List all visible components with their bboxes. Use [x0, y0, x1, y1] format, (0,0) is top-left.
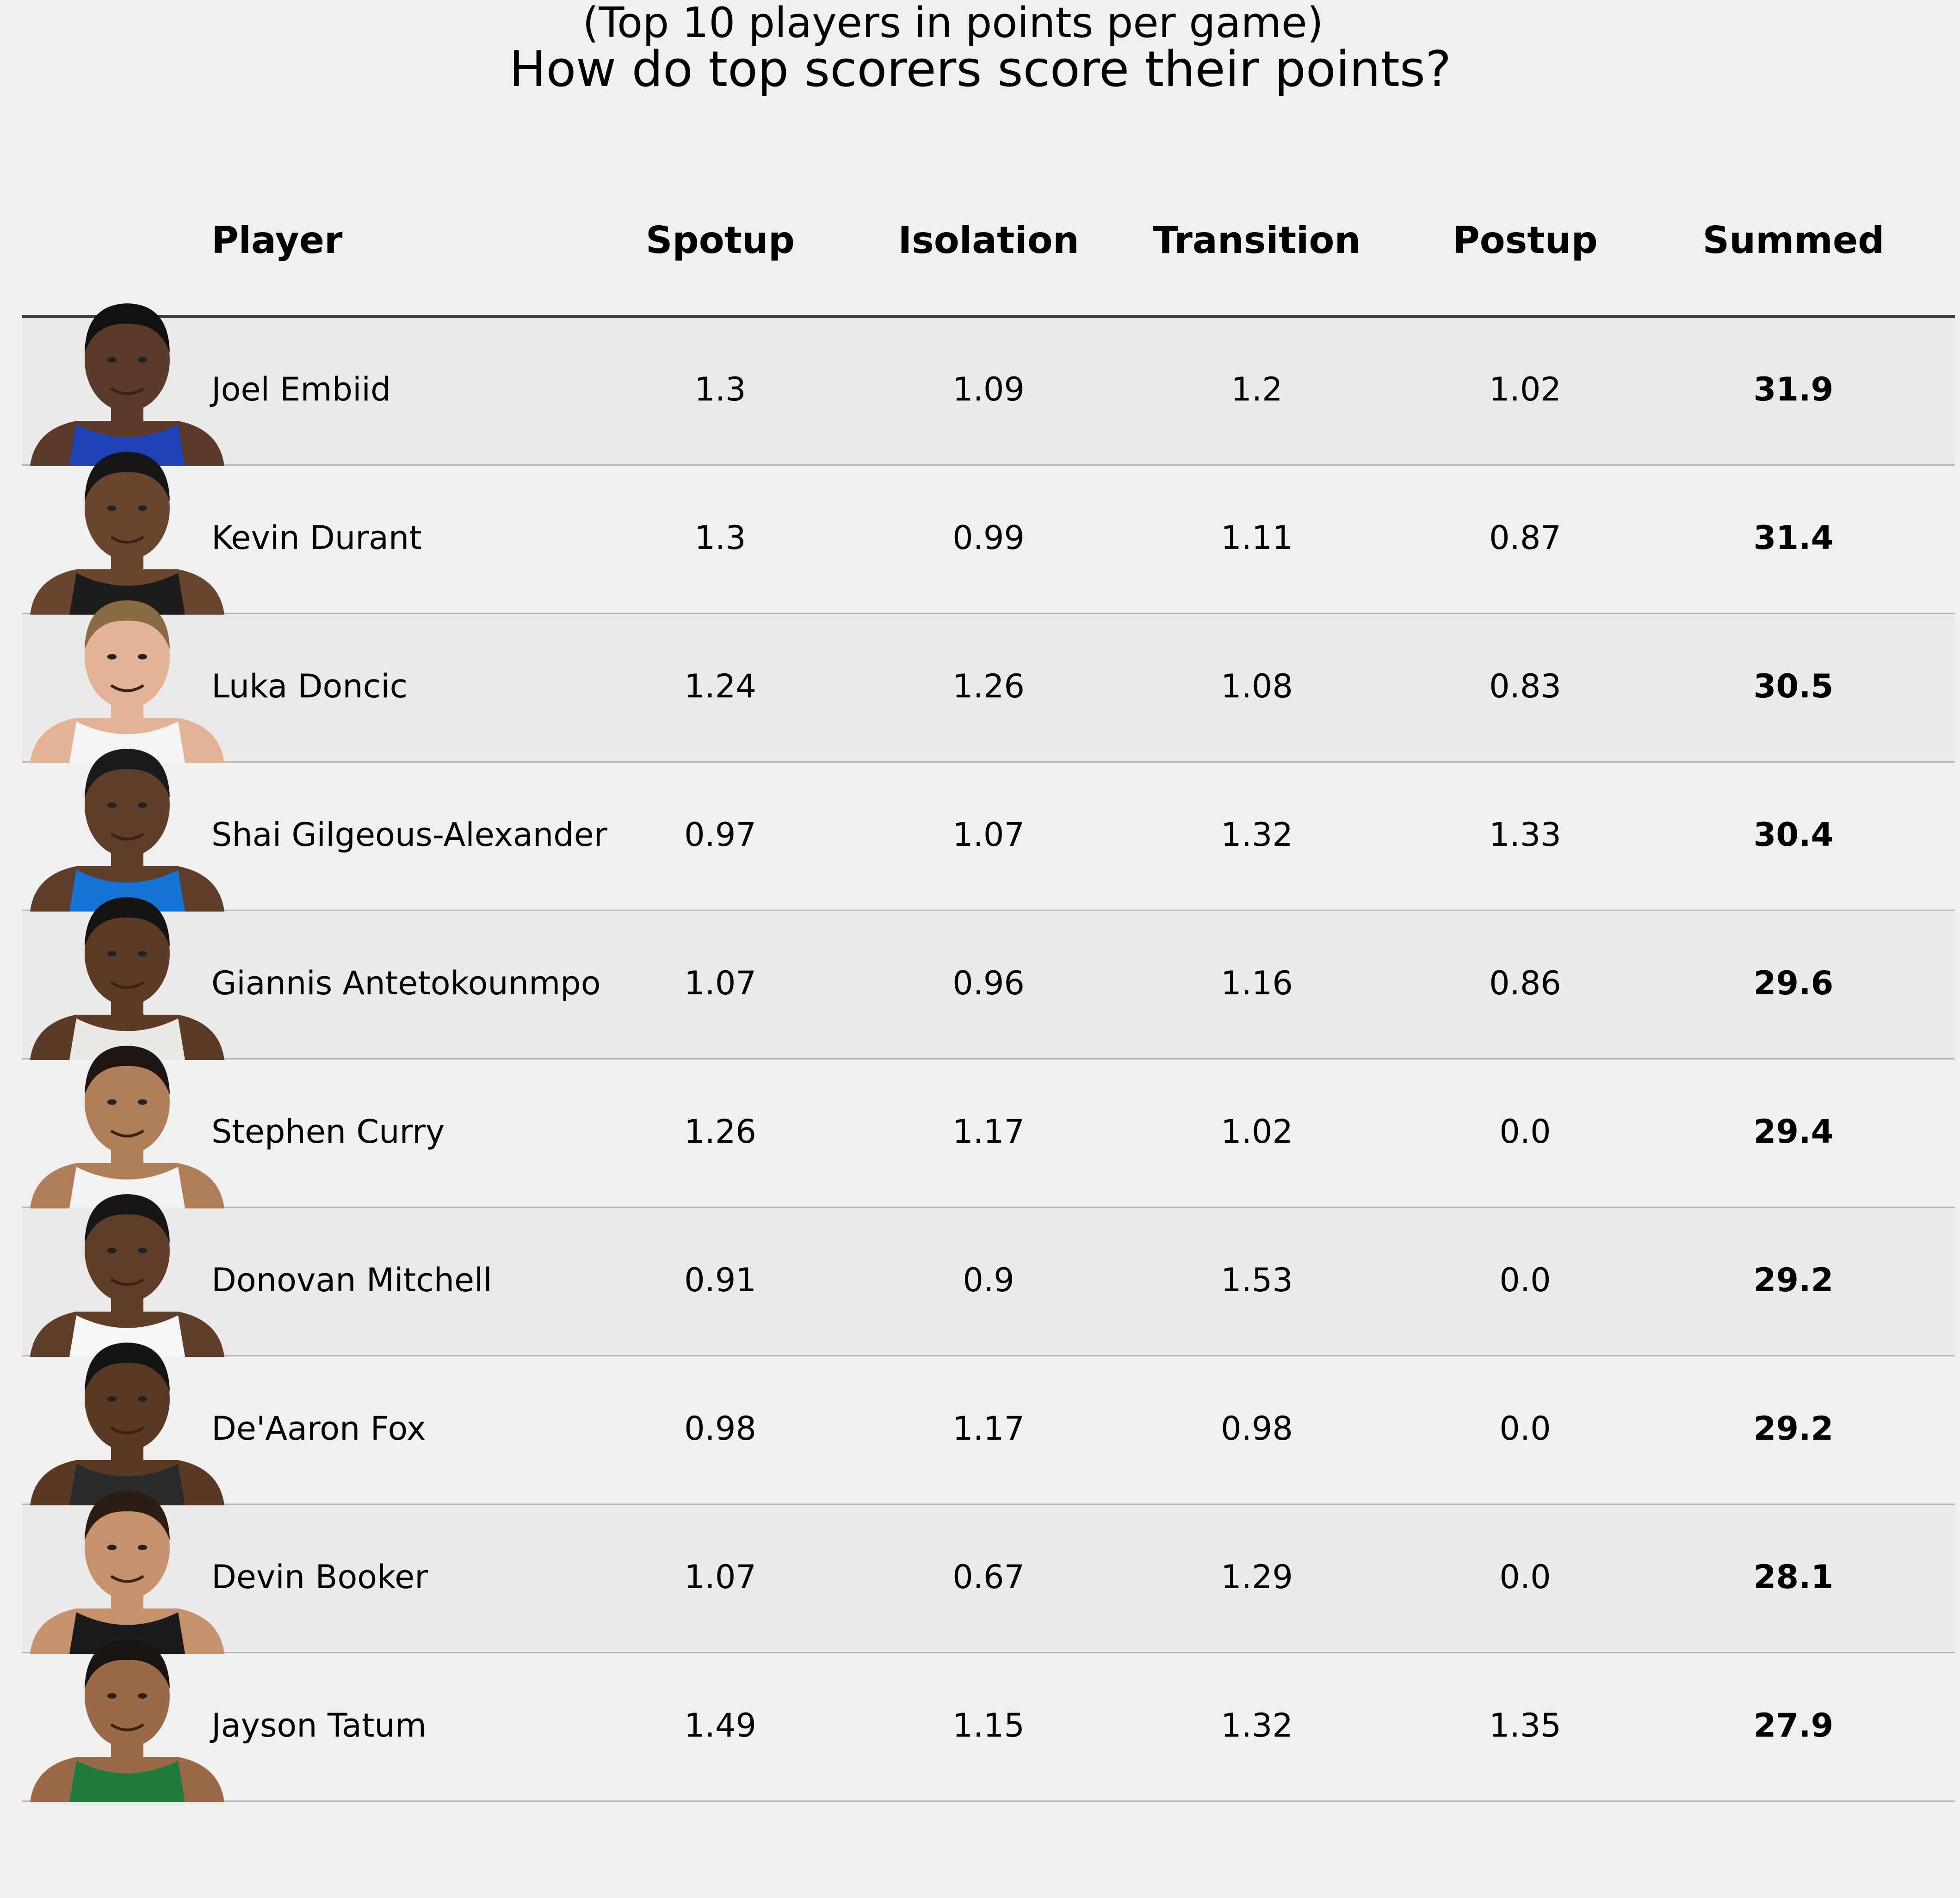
column-header-spotup: Spotup [645, 219, 795, 262]
isolation-value: 1.15 [952, 1707, 1025, 1744]
summed-value: 29.2 [1753, 1261, 1834, 1299]
player-name: Giannis Antetokounmpo [211, 964, 601, 1002]
table-row [22, 318, 1955, 466]
table-row [22, 912, 1955, 1060]
transition-value: 1.32 [1221, 816, 1293, 854]
postup-value: 1.02 [1489, 370, 1561, 408]
player-name: Devin Booker [211, 1558, 428, 1596]
summed-value: 29.4 [1753, 1113, 1834, 1151]
transition-value: 1.32 [1221, 1707, 1293, 1744]
table-row [22, 1505, 1955, 1653]
transition-value: 1.29 [1221, 1558, 1293, 1596]
summed-value: 29.6 [1753, 964, 1834, 1002]
player-name: Shai Gilgeous-Alexander [211, 816, 607, 854]
summed-value: 30.4 [1753, 816, 1834, 854]
column-header-isolation: Isolation [898, 219, 1079, 262]
summed-value: 31.9 [1753, 370, 1834, 408]
table-row [22, 1060, 1955, 1208]
isolation-value: 0.99 [952, 519, 1025, 557]
player-name: Donovan Mitchell [211, 1261, 492, 1299]
player-headshot [21, 1627, 234, 1802]
table-row [22, 1208, 1955, 1356]
summed-value: 28.1 [1753, 1558, 1834, 1596]
isolation-value: 0.9 [963, 1261, 1014, 1299]
postup-value: 0.87 [1489, 519, 1561, 557]
spotup-value: 0.98 [684, 1410, 756, 1448]
postup-value: 0.86 [1489, 964, 1561, 1002]
player-headshot [21, 884, 234, 1060]
transition-value: 1.53 [1221, 1261, 1293, 1299]
table-row [22, 763, 1955, 911]
isolation-value: 1.07 [952, 816, 1025, 854]
isolation-value: 0.67 [952, 1558, 1025, 1596]
summed-value: 31.4 [1753, 519, 1834, 557]
spotup-value: 1.3 [694, 519, 746, 557]
player-name: Luka Doncic [211, 667, 408, 705]
header-divider [22, 315, 1955, 318]
column-header-transition: Transition [1153, 219, 1361, 262]
player-name: Joel Embiid [211, 370, 391, 408]
spotup-value: 1.07 [684, 964, 756, 1002]
player-headshot [21, 1330, 234, 1505]
transition-value: 1.16 [1221, 964, 1293, 1002]
summed-value: 27.9 [1753, 1707, 1834, 1744]
postup-value: 0.83 [1489, 667, 1561, 705]
table-row [22, 1654, 1955, 1802]
isolation-value: 1.17 [952, 1113, 1025, 1151]
summed-value: 29.2 [1753, 1410, 1834, 1448]
player-headshot [21, 1033, 234, 1208]
postup-value: 1.35 [1489, 1707, 1561, 1744]
chart-subtitle: (Top 10 players in points per game) [582, 0, 1323, 47]
player-name: Jayson Tatum [211, 1707, 427, 1744]
transition-value: 1.2 [1231, 370, 1283, 408]
isolation-value: 1.17 [952, 1410, 1025, 1448]
summed-value: 30.5 [1753, 667, 1834, 705]
spotup-value: 0.91 [684, 1261, 756, 1299]
isolation-value: 0.96 [952, 964, 1025, 1002]
transition-value: 1.02 [1221, 1113, 1293, 1151]
column-header-summed: Summed [1702, 219, 1885, 262]
player-headshot [21, 439, 234, 615]
table-row [22, 1357, 1955, 1505]
isolation-value: 1.26 [952, 667, 1025, 705]
chart-title: How do top scorers score their points? [509, 41, 1452, 98]
postup-value: 0.0 [1499, 1261, 1551, 1299]
player-headshot [21, 1478, 234, 1654]
player-name: Stephen Curry [211, 1113, 445, 1151]
postup-value: 1.33 [1489, 816, 1561, 854]
spotup-value: 1.49 [684, 1707, 756, 1744]
spotup-value: 1.07 [684, 1558, 756, 1596]
postup-value: 0.0 [1499, 1410, 1551, 1448]
isolation-value: 1.09 [952, 370, 1025, 408]
column-header-postup: Postup [1453, 219, 1598, 262]
table-row [22, 615, 1955, 763]
column-header-player: Player [211, 219, 343, 262]
player-headshot [21, 736, 234, 912]
spotup-value: 1.24 [684, 667, 756, 705]
spotup-value: 1.3 [694, 370, 746, 408]
spotup-value: 1.26 [684, 1113, 756, 1151]
player-headshot [21, 1181, 234, 1357]
table-row [22, 466, 1955, 614]
transition-value: 1.11 [1221, 519, 1293, 557]
player-name: Kevin Durant [211, 519, 422, 557]
postup-value: 0.0 [1499, 1113, 1551, 1151]
transition-value: 1.08 [1221, 667, 1293, 705]
transition-value: 0.98 [1221, 1410, 1293, 1448]
postup-value: 0.0 [1499, 1558, 1551, 1596]
player-headshot [21, 587, 234, 763]
player-name: De'Aaron Fox [211, 1410, 426, 1448]
player-headshot [21, 290, 234, 466]
spotup-value: 0.97 [684, 816, 756, 854]
